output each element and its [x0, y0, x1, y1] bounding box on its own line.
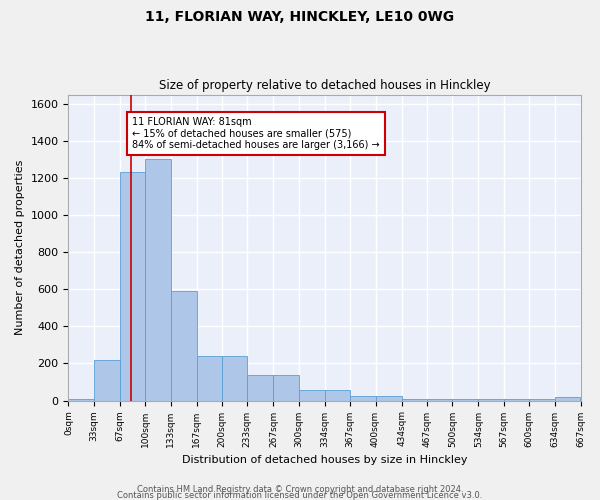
Text: Contains public sector information licensed under the Open Government Licence v3: Contains public sector information licen… — [118, 490, 482, 500]
Bar — [68, 398, 94, 400]
Bar — [222, 356, 247, 401]
Bar — [350, 396, 376, 400]
Bar — [478, 398, 504, 400]
Bar — [504, 398, 529, 400]
Bar — [145, 160, 170, 400]
Y-axis label: Number of detached properties: Number of detached properties — [15, 160, 25, 335]
Bar — [94, 360, 120, 401]
X-axis label: Distribution of detached houses by size in Hinckley: Distribution of detached houses by size … — [182, 455, 467, 465]
Text: Contains HM Land Registry data © Crown copyright and database right 2024.: Contains HM Land Registry data © Crown c… — [137, 484, 463, 494]
Title: Size of property relative to detached houses in Hinckley: Size of property relative to detached ho… — [158, 79, 490, 92]
Bar — [427, 398, 452, 400]
Bar — [197, 356, 222, 401]
Bar — [376, 396, 401, 400]
Bar — [325, 390, 350, 400]
Bar — [401, 398, 427, 400]
Bar — [529, 398, 555, 400]
Bar — [452, 398, 478, 400]
Text: 11, FLORIAN WAY, HINCKLEY, LE10 0WG: 11, FLORIAN WAY, HINCKLEY, LE10 0WG — [145, 10, 455, 24]
Text: 11 FLORIAN WAY: 81sqm
← 15% of detached houses are smaller (575)
84% of semi-det: 11 FLORIAN WAY: 81sqm ← 15% of detached … — [132, 117, 380, 150]
Bar — [299, 390, 325, 400]
Bar — [247, 374, 274, 400]
Bar — [170, 291, 197, 401]
Bar — [555, 397, 580, 400]
Bar — [120, 172, 145, 400]
Bar — [274, 374, 299, 400]
